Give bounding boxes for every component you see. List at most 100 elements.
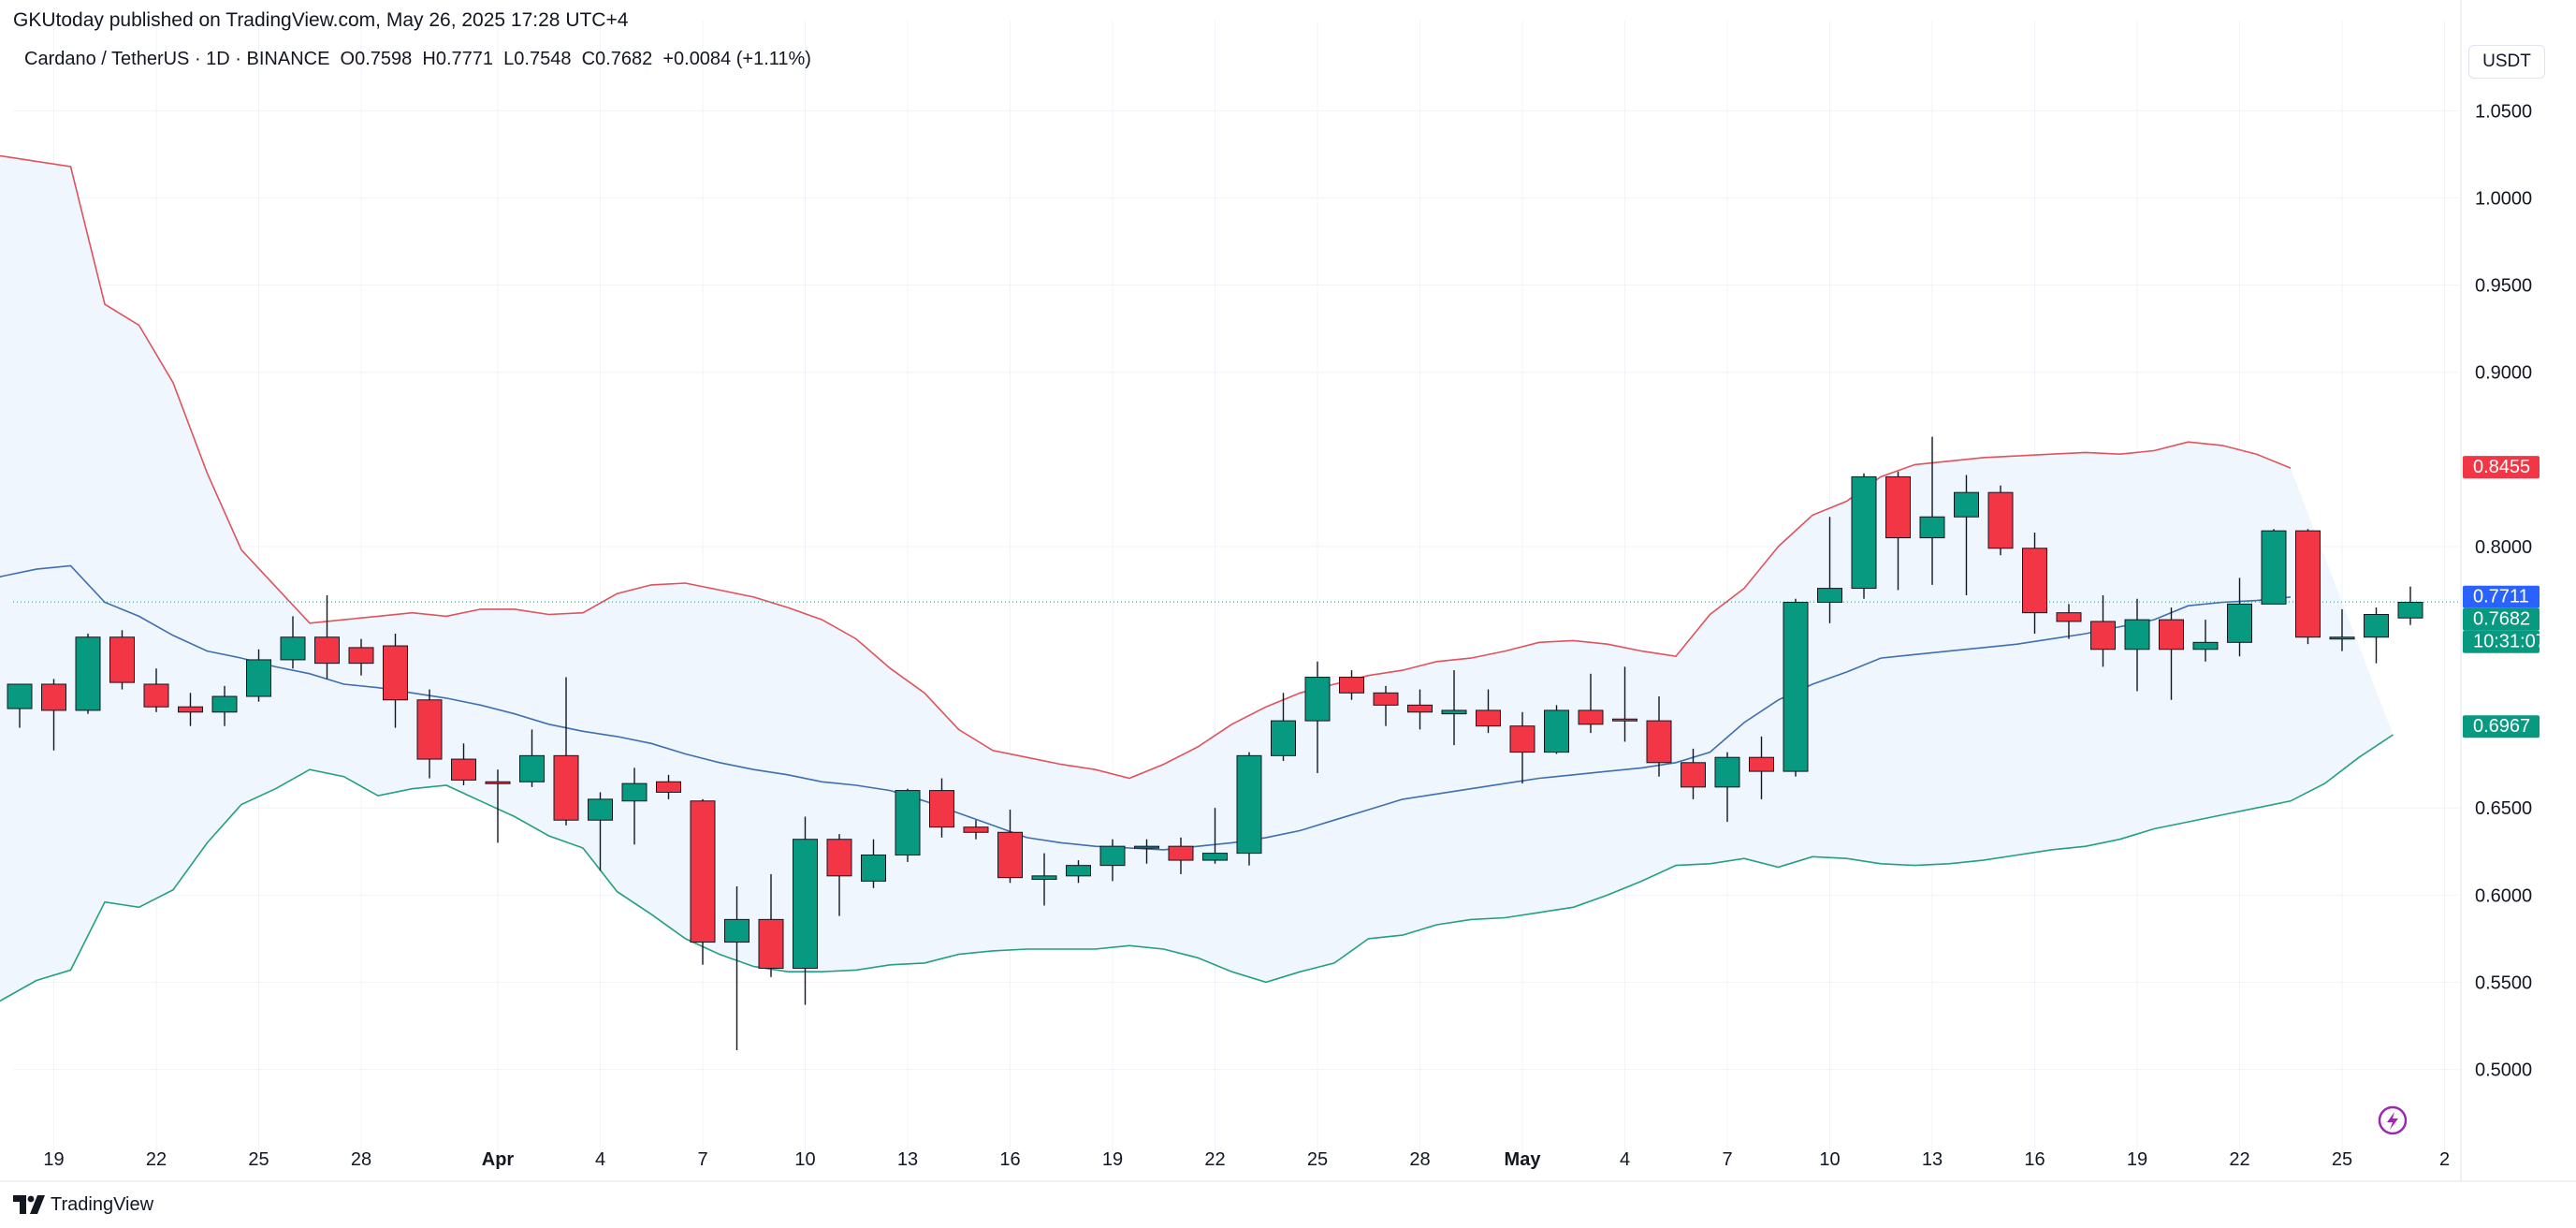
- candle-body: [2261, 530, 2287, 605]
- candle-body: [246, 659, 271, 697]
- candle[interactable]: [656, 774, 681, 799]
- candle[interactable]: [1476, 689, 1501, 734]
- candle[interactable]: [1885, 471, 1911, 591]
- candle[interactable]: [1168, 837, 1194, 874]
- candle[interactable]: [416, 689, 443, 779]
- candle-body: [1749, 756, 1774, 772]
- legend-high: H0.7771: [422, 49, 494, 69]
- candle[interactable]: [1646, 696, 1672, 777]
- candle[interactable]: [2090, 595, 2116, 667]
- candle[interactable]: [2056, 604, 2082, 639]
- candle-body: [75, 636, 101, 711]
- candle[interactable]: [826, 834, 852, 916]
- candle-body: [1714, 756, 1740, 788]
- candle[interactable]: [1441, 670, 1467, 746]
- candle[interactable]: [1339, 670, 1364, 700]
- legend-pair[interactable]: Cardano / TetherUS · 1D · BINANCE: [24, 49, 330, 69]
- candle-body: [1031, 875, 1057, 881]
- candle[interactable]: [7, 683, 33, 728]
- candle[interactable]: [793, 816, 818, 1005]
- candle[interactable]: [109, 630, 135, 690]
- candle-body: [758, 918, 784, 970]
- candle[interactable]: [1681, 748, 1706, 799]
- candle-body: [690, 800, 716, 943]
- candle-body: [826, 839, 852, 877]
- candle[interactable]: [348, 638, 374, 676]
- candle[interactable]: [1407, 689, 1433, 730]
- candle[interactable]: [1817, 517, 1842, 623]
- candle[interactable]: [2397, 586, 2423, 625]
- candle[interactable]: [997, 810, 1023, 884]
- candle[interactable]: [2364, 607, 2389, 664]
- candle[interactable]: [2227, 577, 2252, 657]
- x-tick-label: May: [1505, 1149, 1542, 1170]
- candle[interactable]: [2124, 598, 2150, 692]
- candle[interactable]: [724, 885, 750, 1051]
- lightning-icon[interactable]: [2378, 1105, 2408, 1135]
- candle[interactable]: [2261, 529, 2287, 605]
- candle[interactable]: [895, 788, 921, 862]
- candle[interactable]: [1612, 666, 1637, 742]
- candle-body: [1134, 845, 1159, 849]
- candle[interactable]: [451, 743, 476, 785]
- candle[interactable]: [963, 820, 989, 840]
- candle[interactable]: [2022, 533, 2047, 634]
- candle[interactable]: [1202, 808, 1228, 864]
- candle-body: [1578, 709, 1604, 725]
- candle-body: [2329, 636, 2355, 640]
- candle[interactable]: [1271, 693, 1296, 761]
- candle[interactable]: [1851, 473, 1877, 599]
- candle[interactable]: [1236, 752, 1262, 866]
- candle[interactable]: [929, 778, 954, 838]
- candle[interactable]: [75, 634, 101, 714]
- candle[interactable]: [621, 768, 648, 845]
- candle[interactable]: [383, 634, 408, 728]
- candle[interactable]: [485, 769, 511, 843]
- candle[interactable]: [588, 792, 613, 871]
- price-tag: 0.7711: [2463, 585, 2540, 608]
- candle[interactable]: [553, 677, 579, 826]
- candle[interactable]: [211, 685, 238, 726]
- candle-body: [2364, 614, 2389, 638]
- candle[interactable]: [1066, 860, 1091, 884]
- candle-body: [1373, 692, 1399, 706]
- candle[interactable]: [41, 679, 66, 751]
- candle[interactable]: [519, 729, 545, 787]
- currency-button[interactable]: USDT: [2468, 45, 2545, 79]
- price-tag-bg: [2463, 630, 2540, 653]
- candle[interactable]: [1031, 853, 1057, 906]
- candle[interactable]: [1749, 736, 1774, 799]
- candle[interactable]: [1134, 839, 1159, 864]
- candle[interactable]: [1954, 475, 1979, 596]
- candle[interactable]: [1304, 661, 1331, 773]
- tradingview-logo[interactable]: TradingView: [13, 1191, 153, 1219]
- candle[interactable]: [143, 668, 169, 712]
- x-tick-label: 25: [2332, 1149, 2352, 1170]
- candle[interactable]: [1783, 598, 1809, 777]
- candle-body: [1236, 754, 1262, 855]
- candle[interactable]: [178, 693, 203, 726]
- candle[interactable]: [1987, 485, 2014, 556]
- candle[interactable]: [1099, 839, 1126, 882]
- candle[interactable]: [758, 873, 784, 977]
- candle[interactable]: [1373, 685, 1399, 726]
- y-tick-label: 1.0000: [2475, 189, 2532, 210]
- candle[interactable]: [1578, 673, 1604, 734]
- candle[interactable]: [1509, 711, 1535, 784]
- candle[interactable]: [314, 595, 340, 680]
- candle[interactable]: [2329, 608, 2355, 651]
- candle[interactable]: [2192, 620, 2219, 662]
- candle[interactable]: [1714, 752, 1740, 823]
- candle[interactable]: [1919, 436, 1945, 585]
- candle[interactable]: [280, 616, 306, 669]
- candle-body: [588, 798, 613, 821]
- candle[interactable]: [2159, 607, 2184, 700]
- candle[interactable]: [246, 649, 271, 702]
- candle[interactable]: [1544, 705, 1569, 754]
- candle[interactable]: [690, 798, 716, 965]
- candle[interactable]: [861, 839, 886, 888]
- x-tick-label: 10: [1819, 1149, 1840, 1170]
- candle[interactable]: [2295, 529, 2321, 645]
- y-tick-label: 0.5000: [2475, 1060, 2532, 1081]
